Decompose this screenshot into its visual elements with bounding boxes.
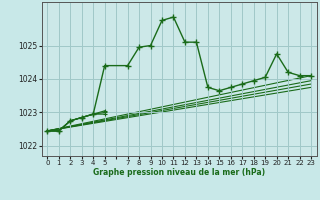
X-axis label: Graphe pression niveau de la mer (hPa): Graphe pression niveau de la mer (hPa) (93, 168, 265, 177)
